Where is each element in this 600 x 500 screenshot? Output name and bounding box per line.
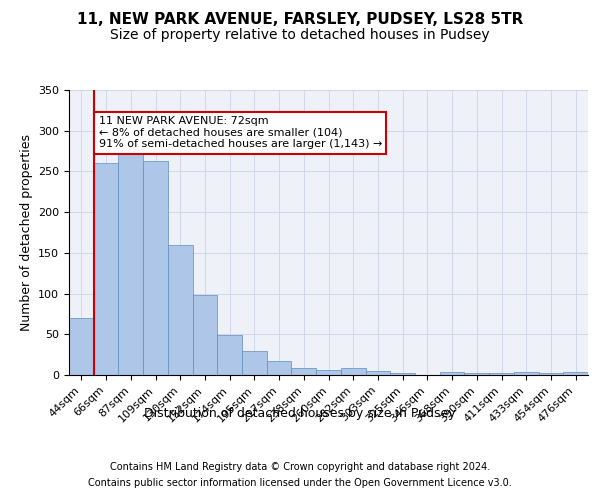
Bar [94, 164, 118, 375]
Bar [267, 361, 292, 375]
Bar [118, 136, 143, 375]
Bar [292, 368, 316, 375]
Bar [514, 372, 539, 375]
Bar [489, 372, 514, 375]
Text: 11 NEW PARK AVENUE: 72sqm
← 8% of detached houses are smaller (104)
91% of semi-: 11 NEW PARK AVENUE: 72sqm ← 8% of detach… [98, 116, 382, 150]
Bar [440, 372, 464, 375]
Bar [168, 244, 193, 375]
Bar [69, 318, 94, 375]
Text: Distribution of detached houses by size in Pudsey: Distribution of detached houses by size … [144, 408, 456, 420]
Bar [563, 372, 588, 375]
Text: Contains public sector information licensed under the Open Government Licence v3: Contains public sector information licen… [88, 478, 512, 488]
Bar [390, 372, 415, 375]
Bar [539, 372, 563, 375]
Bar [217, 335, 242, 375]
Text: 11, NEW PARK AVENUE, FARSLEY, PUDSEY, LS28 5TR: 11, NEW PARK AVENUE, FARSLEY, PUDSEY, LS… [77, 12, 523, 28]
Bar [242, 352, 267, 375]
Y-axis label: Number of detached properties: Number of detached properties [20, 134, 32, 331]
Bar [143, 161, 168, 375]
Bar [316, 370, 341, 375]
Text: Size of property relative to detached houses in Pudsey: Size of property relative to detached ho… [110, 28, 490, 42]
Bar [193, 295, 217, 375]
Bar [464, 372, 489, 375]
Bar [341, 368, 365, 375]
Text: Contains HM Land Registry data © Crown copyright and database right 2024.: Contains HM Land Registry data © Crown c… [110, 462, 490, 472]
Bar [365, 371, 390, 375]
